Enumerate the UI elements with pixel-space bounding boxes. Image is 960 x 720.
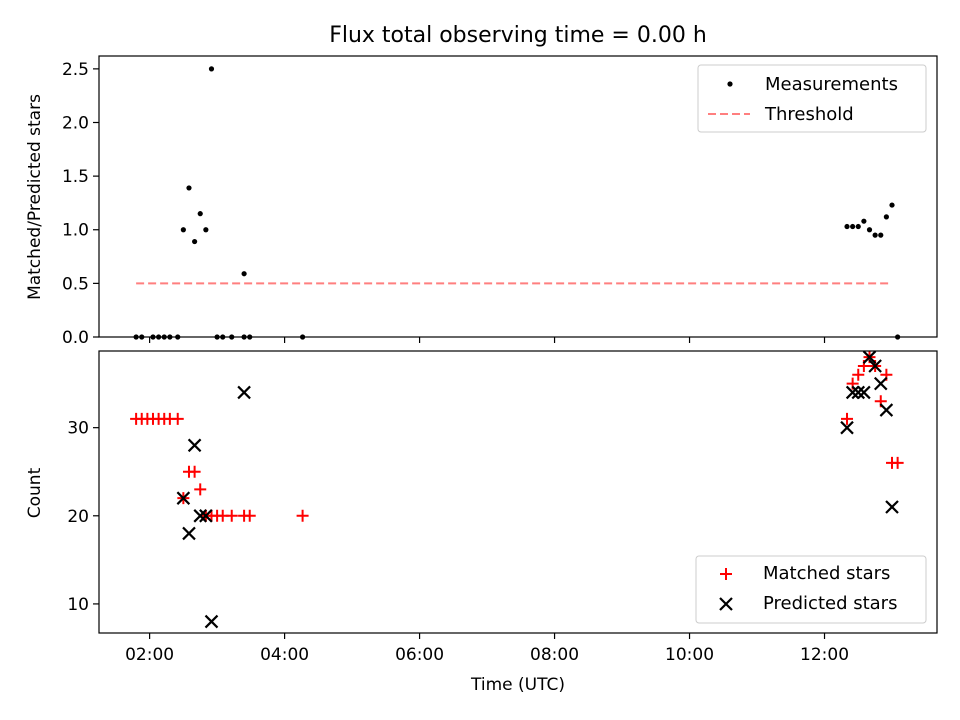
measurement-point — [197, 211, 203, 217]
matched-star-point — [171, 412, 184, 425]
predicted-star-point — [868, 359, 882, 373]
top-y-tick-label: 1.5 — [62, 167, 89, 187]
bottom-x-tick-label: 10:00 — [665, 645, 714, 665]
matched-star-point — [852, 368, 865, 381]
measurement-point — [855, 223, 861, 230]
predicted-star-point — [204, 614, 219, 629]
bottom-axes: 10 20 30 02:00 04:00 06:00 08:00 10:00 12:00 — [67, 350, 938, 665]
legend-threshold-label: Threshold — [764, 104, 854, 125]
measurement-point — [861, 218, 867, 224]
predicted-star-point — [840, 420, 854, 435]
matched-star-point — [243, 509, 256, 522]
predicted-star-point — [879, 403, 894, 417]
top-axes: 0.0 0.5 1.0 1.5 2.0 2.5 — [62, 55, 938, 348]
measurement-point — [850, 223, 856, 230]
predicted-star-point — [851, 385, 866, 400]
measurement-point — [186, 185, 192, 191]
top-y-axis-label: Matched/Predicted stars — [25, 94, 45, 300]
bottom-legend-box — [695, 555, 927, 624]
legend-matched-label: Matched stars — [763, 563, 890, 584]
matched-star-point — [225, 509, 238, 522]
top-legend-box — [697, 64, 927, 133]
top-legend: Measurements Threshold — [697, 64, 927, 133]
measurement-point — [889, 202, 895, 208]
matched-star-point — [296, 509, 309, 522]
predicted-star-point — [873, 376, 888, 391]
bottom-y-tick-label: 10 — [67, 595, 89, 615]
top-y-tick-label: 0.5 — [62, 274, 89, 294]
top-y-tick-label: 2.5 — [62, 60, 89, 80]
bottom-x-tick-label: 04:00 — [260, 645, 309, 665]
chart-title: Flux total observing time = 0.00 h — [329, 23, 707, 48]
x-axis-label: Time (UTC) — [470, 675, 565, 695]
bottom-x-tick-label: 08:00 — [530, 645, 579, 665]
predicted-star-point — [862, 350, 877, 364]
bottom-y-axis-label: Count — [25, 467, 45, 518]
bottom-x-tick-label: 02:00 — [125, 645, 174, 665]
measurement-point — [883, 214, 889, 220]
bottom-legend: Matched stars Predicted stars — [695, 555, 927, 624]
predicted-star-point — [885, 500, 899, 514]
predicted-star-point — [237, 385, 251, 400]
predicted-star-point — [193, 509, 208, 523]
measurement-point — [208, 66, 215, 72]
matched-star-point — [188, 465, 201, 478]
top-y-tick-label: 1.0 — [62, 221, 89, 241]
top-frame — [98, 55, 938, 338]
predicted-star-point — [176, 491, 191, 505]
measurement-point — [844, 223, 850, 230]
measurement-point — [878, 232, 884, 238]
legend-predicted-marker — [719, 597, 733, 611]
predicted-star-point — [845, 385, 860, 400]
bottom-x-tick-label: 12:00 — [800, 645, 849, 665]
bottom-plot-marks — [130, 350, 904, 629]
bottom-y-tick-label: 20 — [67, 507, 89, 527]
bottom-frame — [98, 350, 938, 634]
legend-measurements-marker — [727, 81, 733, 87]
predicted-star-point — [199, 509, 213, 523]
legend-measurements-label: Measurements — [765, 74, 898, 95]
matched-star-point — [194, 483, 207, 496]
legend-predicted-label: Predicted stars — [763, 593, 897, 614]
measurement-point — [241, 271, 247, 277]
predicted-star-point — [187, 438, 202, 453]
top-y-tick-label: 0.0 — [62, 328, 89, 348]
measurement-point — [180, 227, 186, 233]
measurement-point — [872, 232, 878, 238]
matched-star-point — [891, 456, 904, 469]
bottom-y-tick-label: 30 — [67, 419, 89, 439]
top-y-tick-label: 2.0 — [62, 113, 89, 133]
bottom-x-tick-label: 06:00 — [395, 645, 444, 665]
measurement-point — [203, 227, 209, 233]
legend-matched-marker — [720, 568, 732, 580]
predicted-star-point — [182, 526, 196, 541]
measurement-point — [866, 227, 873, 233]
matched-star-point — [841, 412, 854, 425]
measurement-point — [192, 238, 198, 245]
predicted-star-point — [857, 385, 871, 400]
